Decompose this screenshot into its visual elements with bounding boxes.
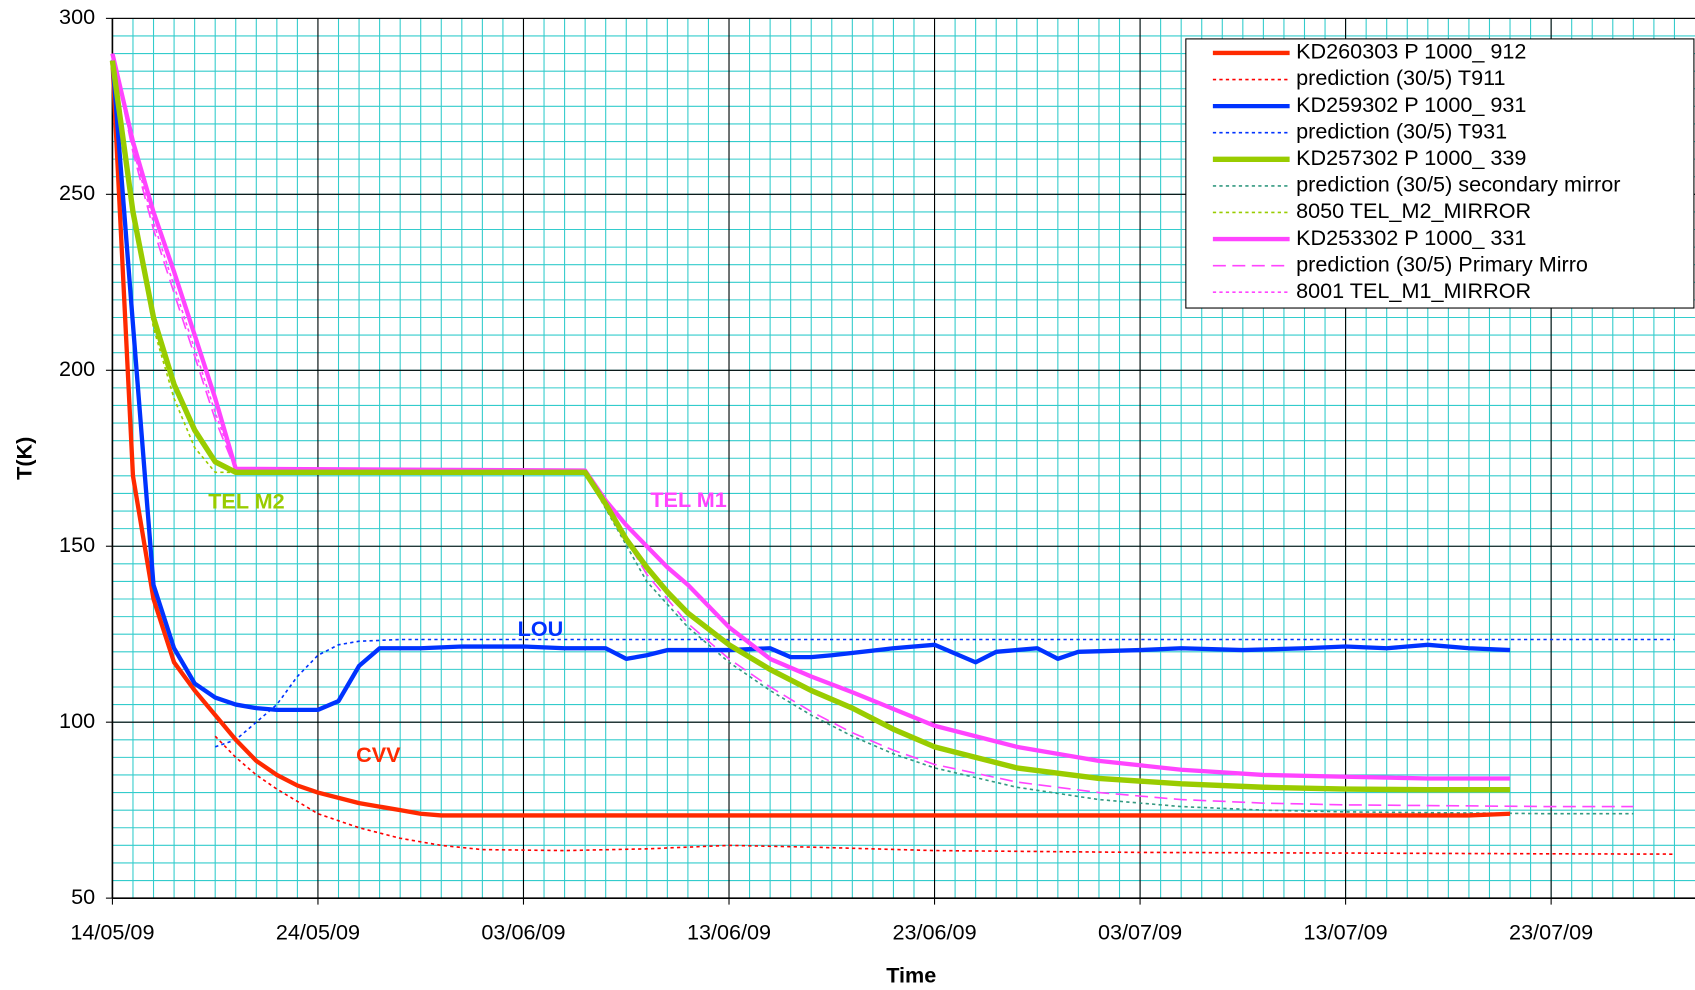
annotation: LOU bbox=[518, 616, 564, 641]
legend-label: 8050 TEL_M2_MIRROR bbox=[1296, 198, 1531, 223]
x-axis-label: Time bbox=[886, 963, 936, 988]
legend-label: prediction (30/5) T931 bbox=[1296, 118, 1507, 143]
y-tick-label: 300 bbox=[59, 4, 95, 29]
y-tick-label: 50 bbox=[71, 884, 95, 909]
annotation: CVV bbox=[356, 742, 401, 767]
y-tick-label: 250 bbox=[59, 180, 95, 205]
legend-label: KD260303 P 1000_ 912 bbox=[1296, 39, 1526, 64]
legend-label: prediction (30/5) T911 bbox=[1296, 65, 1505, 90]
x-tick-label: 13/07/09 bbox=[1304, 920, 1388, 945]
chart: 50 100 150 200 250 300 14/05/09 24/05/09 03/06/0… bbox=[0, 0, 1695, 990]
y-tick-label: 150 bbox=[59, 532, 95, 557]
legend-label: prediction (30/5) Primary Mirro bbox=[1296, 251, 1588, 276]
y-tick-label: 200 bbox=[59, 356, 95, 381]
page: 50 100 150 200 250 300 14/05/09 24/05/09 03/06/0… bbox=[0, 0, 1695, 990]
x-tick-label: 14/05/09 bbox=[70, 920, 154, 945]
x-tick-label: 03/07/09 bbox=[1098, 920, 1182, 945]
x-tick-label: 03/06/09 bbox=[481, 920, 565, 945]
legend-label: KD253302 P 1000_ 331 bbox=[1296, 225, 1526, 250]
y-tick-label: 100 bbox=[59, 708, 95, 733]
x-tick-label: 13/06/09 bbox=[687, 920, 771, 945]
legend-label: prediction (30/5) secondary mirror bbox=[1296, 172, 1620, 197]
annotation: TEL M1 bbox=[650, 487, 726, 512]
x-tick-label: 23/06/09 bbox=[892, 920, 976, 945]
legend-label: KD257302 P 1000_ 339 bbox=[1296, 145, 1526, 170]
x-tick-label: 23/07/09 bbox=[1509, 920, 1593, 945]
legend-label: KD259302 P 1000_ 931 bbox=[1296, 92, 1526, 117]
x-tick-label: 24/05/09 bbox=[276, 920, 360, 945]
annotation: TEL M2 bbox=[208, 488, 284, 513]
y-axis-label: T(K) bbox=[12, 437, 37, 480]
legend-label: 8001 TEL_M1_MIRROR bbox=[1296, 278, 1531, 303]
